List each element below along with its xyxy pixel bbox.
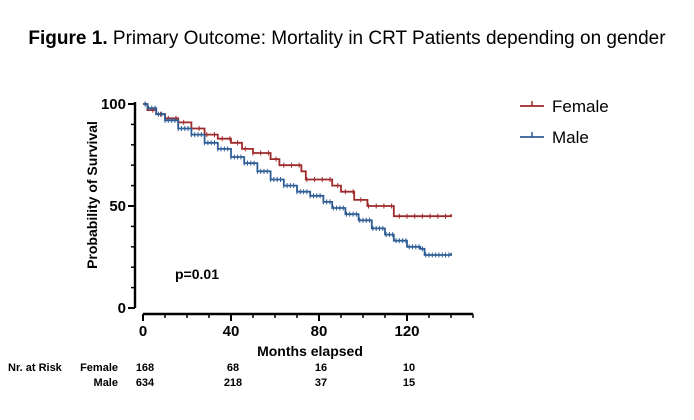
figure-title-text: Primary Outcome: Mortality in CRT Patien… (112, 28, 666, 49)
x-tick-label: 120 (394, 323, 419, 340)
risk-value: 68 (227, 362, 239, 374)
risk-value: 16 (315, 362, 327, 374)
survival-curve-male (143, 103, 452, 256)
x-axis-title: Months elapsed (257, 343, 363, 359)
risk-value: 634 (136, 377, 155, 389)
figure-label: Figure 1. (28, 28, 108, 49)
risk-value: 37 (315, 377, 327, 389)
chart-axes: 0 50 100 0 40 80 120 (101, 96, 474, 340)
p-value-annotation: p=0.01 (175, 266, 219, 282)
risk-row-label-female: Female (80, 362, 118, 374)
y-tick-label: 100 (101, 96, 126, 113)
y-axis-title: Probability of Survival (84, 121, 100, 269)
y-tick-label: 50 (109, 198, 126, 215)
legend-label-female: Female (552, 97, 609, 116)
x-tick-label: 0 (139, 323, 147, 340)
risk-table: Nr. at Risk Female 168 68 16 10 Male 634 218 37 15 (8, 362, 415, 389)
x-tick-label: 40 (223, 323, 240, 340)
risk-value: 218 (224, 377, 242, 389)
chart-legend: Female Male (520, 97, 609, 147)
risk-value: 10 (403, 362, 415, 374)
figure-title: Figure 1. Primary Outcome: Mortality in … (0, 28, 694, 50)
risk-row-label-male: Male (94, 377, 118, 389)
risk-value: 168 (136, 362, 154, 374)
y-tick-label: 0 (118, 300, 126, 317)
risk-table-title: Nr. at Risk (8, 362, 63, 374)
survival-curve-female (143, 103, 452, 218)
x-tick-label: 80 (311, 323, 328, 340)
survival-curves (143, 101, 452, 258)
risk-value: 15 (403, 377, 415, 389)
legend-label-male: Male (552, 128, 589, 147)
